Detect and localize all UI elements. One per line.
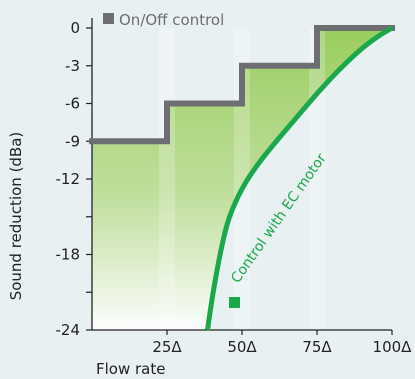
legend-swatch-ec-motor bbox=[229, 297, 240, 308]
y-axis-label: Sound reduction (dBa) bbox=[7, 132, 25, 301]
x-tick-label: 75Δ bbox=[302, 338, 332, 356]
y-tick-label: -9 bbox=[65, 132, 80, 150]
series-line-on-off-control bbox=[89, 25, 395, 145]
y-tick-label: -18 bbox=[56, 246, 81, 264]
y-tick-label: -3 bbox=[65, 57, 80, 75]
x-axis-label: Flow rate bbox=[96, 360, 165, 378]
x-tick-label: 50Δ bbox=[227, 338, 257, 356]
tick-labels: 0 -3 -6 -9 -12 -18 -24 25Δ 50Δ 75Δ 100Δ bbox=[56, 19, 413, 356]
y-tick-label: -6 bbox=[65, 95, 80, 113]
step-edge-band-1 bbox=[159, 28, 175, 330]
y-tick-label: 0 bbox=[70, 19, 80, 37]
y-tick-label: -12 bbox=[56, 170, 81, 188]
step-edge-band-3 bbox=[309, 28, 325, 330]
x-tick-label: 100Δ bbox=[373, 338, 413, 356]
x-tick-label: 25Δ bbox=[152, 338, 182, 356]
legend-swatch-on-off bbox=[103, 13, 114, 24]
legend-label-on-off: On/Off control bbox=[119, 11, 224, 29]
series-layer bbox=[89, 25, 395, 331]
series-line-ec-motor bbox=[205, 25, 394, 331]
y-tick-label: -24 bbox=[56, 321, 81, 339]
